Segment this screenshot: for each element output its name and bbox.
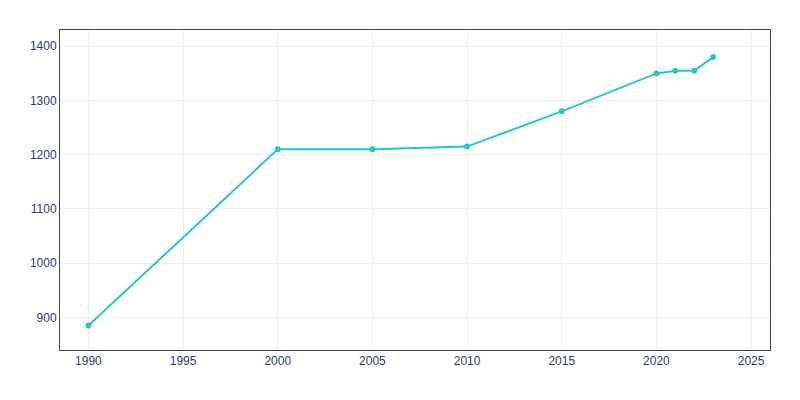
svg-text:1995: 1995 bbox=[170, 354, 197, 368]
svg-text:2020: 2020 bbox=[643, 354, 670, 368]
svg-text:2000: 2000 bbox=[264, 354, 291, 368]
svg-text:1400: 1400 bbox=[30, 39, 57, 53]
svg-text:1990: 1990 bbox=[75, 354, 102, 368]
svg-text:2005: 2005 bbox=[359, 354, 386, 368]
svg-text:1300: 1300 bbox=[30, 94, 57, 108]
svg-text:1000: 1000 bbox=[30, 256, 57, 270]
svg-text:2010: 2010 bbox=[454, 354, 481, 368]
svg-text:2025: 2025 bbox=[738, 354, 765, 368]
svg-text:900: 900 bbox=[37, 311, 57, 325]
svg-text:2015: 2015 bbox=[548, 354, 575, 368]
svg-text:1100: 1100 bbox=[31, 202, 57, 216]
svg-text:1200: 1200 bbox=[30, 148, 57, 162]
